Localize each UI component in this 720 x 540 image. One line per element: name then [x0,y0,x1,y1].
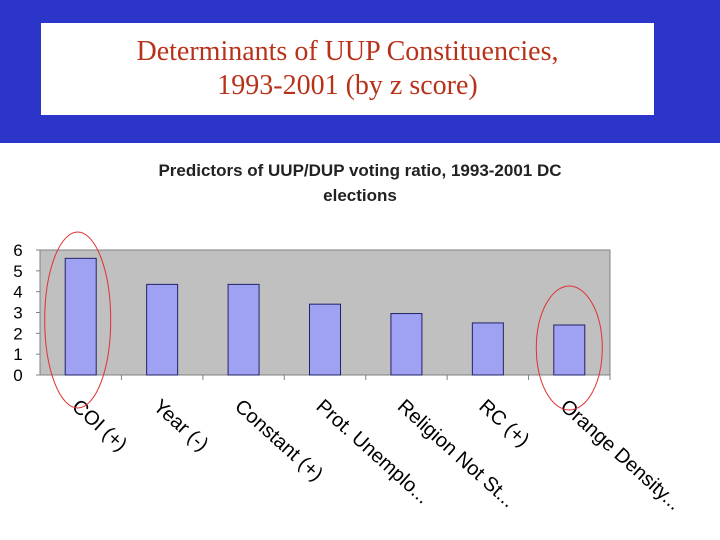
y-tick-label: 5 [13,262,22,281]
bar [553,324,586,376]
chart-title-line-2: elections [323,186,397,205]
x-tick-label: COI (+) [67,395,131,456]
x-tick-label: Year (-) [149,395,213,455]
x-tick-label: Orange Density... [556,395,685,514]
highlight-ellipse [44,231,112,409]
bar [390,313,423,376]
highlight-ellipse [535,285,603,411]
y-tick-label: 0 [13,366,22,385]
slide-title-box: Determinants of UUP Constituencies, 1993… [41,23,654,115]
y-tick-label: 6 [13,241,22,260]
bar [146,283,179,376]
slide-title-line-1: Determinants of UUP Constituencies, [136,36,559,67]
y-tick-label: 4 [13,283,22,302]
slide-title-line-2: 1993-2001 (by z score) [217,70,478,101]
x-tick-label: Constant (+) [230,395,327,485]
bar [471,322,504,376]
y-tick-label: 3 [13,304,22,323]
bar [309,303,341,376]
y-tick-label: 2 [13,324,22,343]
x-tick-label: RC (+) [475,395,534,451]
bar [227,283,260,376]
bar [64,257,97,376]
chart-title-line-1: Predictors of UUP/DUP voting ratio, 1993… [158,161,561,180]
y-tick-label: 1 [13,345,22,364]
